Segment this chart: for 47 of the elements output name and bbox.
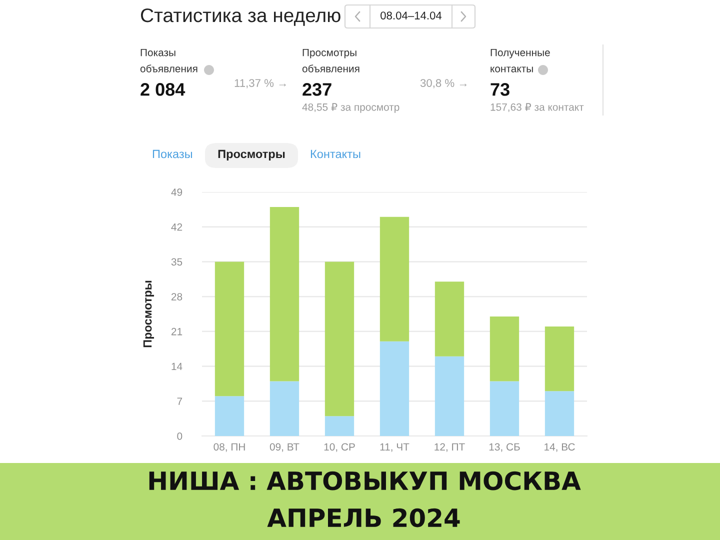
bar <box>214 396 244 436</box>
bar <box>214 262 244 396</box>
x-tick-label: 10, СР <box>324 443 355 452</box>
bar <box>270 206 300 382</box>
text: 73 <box>490 83 510 96</box>
y-tick-label: 35 <box>171 258 182 266</box>
text: Контакты <box>310 150 360 158</box>
text: Показы объявления <box>140 48 198 72</box>
bar <box>544 326 574 392</box>
bar <box>270 381 300 436</box>
text: 30,8 % → <box>420 79 467 88</box>
bar <box>324 416 354 436</box>
y-tick-label: 21 <box>171 328 182 336</box>
bar <box>380 341 410 436</box>
bar <box>380 216 410 342</box>
bar <box>324 262 354 416</box>
text: Просмотры <box>218 150 285 161</box>
bar <box>490 381 520 436</box>
text: Показы <box>152 150 192 158</box>
text: 48,55 ₽ за просмотр <box>302 103 400 113</box>
x-tick-label: 08, ПН <box>214 443 245 452</box>
bar <box>490 316 520 382</box>
text: НИША : АВТОВЫКУП МОСКВА <box>149 471 581 490</box>
y-tick-label: 42 <box>171 223 182 231</box>
y-axis-title: Просмотры <box>143 280 154 348</box>
bar <box>434 282 464 356</box>
bar <box>434 356 464 436</box>
x-tick-label: 09, ВТ <box>270 443 300 452</box>
x-tick-label: 12, ПТ <box>434 443 465 452</box>
y-tick-label: 28 <box>171 293 182 300</box>
y-tick-label: 14 <box>172 362 182 370</box>
y-tick-label: 7 <box>177 398 182 405</box>
y-tick-label: 49 <box>171 188 182 196</box>
chart-subtitle: 08.04–14.04 <box>380 12 442 20</box>
bar <box>544 391 574 436</box>
x-tick-label: 13, СБ <box>489 443 520 452</box>
chart-title: Статистика за неделю <box>140 8 340 26</box>
text: 11,37 % → <box>234 79 286 88</box>
y-tick-label: 0 <box>177 432 182 440</box>
x-tick-label: 11, ЧТ <box>380 443 410 452</box>
x-tick-label: 14, ВС <box>544 443 575 452</box>
text: 157,63 ₽ за контакт <box>490 103 584 112</box>
text: 2 084 <box>140 83 186 96</box>
text: Просмотры объявления <box>302 48 360 72</box>
text: АПРЕЛЬ 2024 <box>267 508 460 528</box>
text: Полученные контакты <box>490 48 550 72</box>
text: 237 <box>302 83 332 96</box>
